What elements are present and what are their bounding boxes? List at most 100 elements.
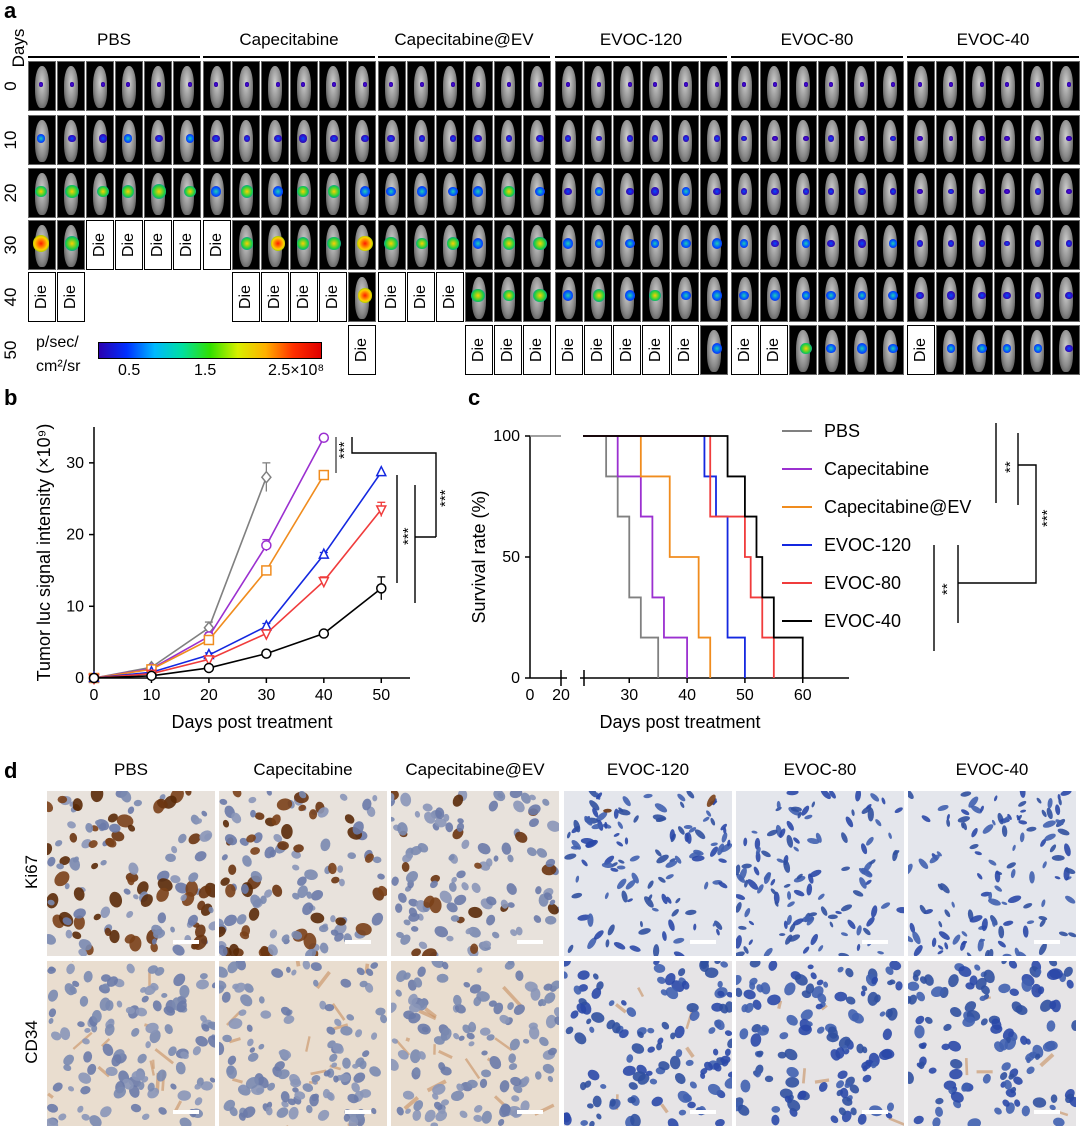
cell-nucleus <box>529 1026 540 1040</box>
cell-nucleus <box>306 891 313 899</box>
cell-nucleus <box>857 1113 867 1125</box>
cell-nucleus <box>347 1093 359 1104</box>
cell-nucleus <box>260 895 267 905</box>
scale-bar <box>1034 940 1060 944</box>
cell-nucleus <box>708 1027 716 1034</box>
cell-nucleus <box>979 995 987 1002</box>
die-box: Die <box>523 325 551 375</box>
ki67-stain-image <box>564 791 732 956</box>
mouse-image <box>86 115 114 165</box>
mouse-image <box>671 168 699 218</box>
cell-nucleus <box>962 1016 976 1027</box>
cell-nucleus <box>637 1031 644 1038</box>
cell-nucleus <box>653 964 666 973</box>
x-tick-label: 60 <box>794 687 812 704</box>
die-box: Die <box>232 272 260 322</box>
cell-nucleus <box>629 855 640 862</box>
cell-nucleus <box>785 934 793 945</box>
cell-nucleus <box>689 1081 697 1089</box>
die-label: Die <box>353 337 370 363</box>
cell-nucleus <box>422 803 433 812</box>
cell-nucleus <box>542 1063 555 1074</box>
cell-nucleus <box>413 1100 424 1111</box>
survival-line <box>583 435 712 678</box>
cell-nucleus <box>524 981 538 992</box>
cell-nucleus <box>145 1041 151 1049</box>
cell-nucleus <box>648 894 653 901</box>
cell-nucleus <box>951 901 955 908</box>
panel-a-day-label: 10 <box>1 130 20 150</box>
mouse-image <box>290 61 318 111</box>
die-box: Die <box>407 272 435 322</box>
mouse-image <box>1023 115 1051 165</box>
cell-nucleus <box>408 898 419 907</box>
ki67-stain-image <box>219 791 387 956</box>
cell-nucleus <box>188 833 201 845</box>
cell-nucleus <box>326 1026 336 1035</box>
scale-bar <box>173 940 199 944</box>
cell-nucleus <box>748 939 753 945</box>
cell-nucleus <box>786 791 799 796</box>
cell-nucleus <box>797 1090 807 1100</box>
cell-nucleus <box>224 914 237 927</box>
cell-nucleus <box>677 793 686 802</box>
y-tick-label: 100 <box>493 428 520 445</box>
scale-bar <box>1034 1110 1060 1114</box>
cell-nucleus <box>331 1062 338 1068</box>
cell-nucleus <box>1002 953 1012 956</box>
cell-nucleus <box>988 859 997 866</box>
cell-nucleus <box>286 966 291 973</box>
cell-nucleus <box>571 839 581 850</box>
cell-nucleus <box>774 900 779 907</box>
cell-nucleus <box>820 791 831 800</box>
mouse-image <box>348 61 376 111</box>
cell-nucleus <box>352 821 364 835</box>
cell-nucleus <box>684 832 689 842</box>
cell-nucleus <box>310 890 324 901</box>
cell-nucleus <box>355 922 372 936</box>
cell-nucleus <box>937 804 949 811</box>
mouse-image <box>494 115 522 165</box>
mouse-image <box>28 168 56 218</box>
cell-nucleus <box>982 1073 991 1084</box>
mouse-image <box>494 168 522 218</box>
mouse-image <box>936 115 964 165</box>
sig-label: *** <box>336 441 353 459</box>
cell-nucleus <box>852 890 864 897</box>
cell-nucleus <box>724 1030 732 1037</box>
cell-nucleus <box>806 1021 813 1027</box>
cell-nucleus <box>1000 1072 1008 1080</box>
die-label: Die <box>295 284 312 310</box>
panel-a-group-underline <box>731 56 903 58</box>
cell-nucleus <box>1019 791 1026 798</box>
cell-nucleus <box>250 809 256 818</box>
cell-nucleus <box>713 1062 722 1072</box>
cell-nucleus <box>339 793 348 801</box>
cell-nucleus <box>200 1081 213 1091</box>
cell-nucleus <box>242 855 252 867</box>
cell-nucleus <box>779 1032 789 1040</box>
cell-nucleus <box>65 929 73 939</box>
cell-nucleus <box>123 888 131 895</box>
mouse-image <box>1023 61 1051 111</box>
cell-nucleus <box>760 982 771 995</box>
cell-nucleus <box>573 819 581 833</box>
mouse-image <box>847 61 875 111</box>
cell-nucleus <box>700 961 709 969</box>
cell-nucleus <box>841 866 851 871</box>
cell-nucleus <box>1026 920 1035 924</box>
cell-nucleus <box>547 903 559 915</box>
cell-nucleus <box>601 862 614 869</box>
cell-nucleus <box>468 1041 475 1047</box>
cell-nucleus <box>305 948 317 956</box>
mouse-image <box>613 168 641 218</box>
panel-d-group-title: EVOC-40 <box>955 760 1029 779</box>
cell-nucleus <box>653 944 660 956</box>
cell-nucleus <box>510 1076 522 1086</box>
cell-nucleus <box>586 1103 594 1109</box>
cell-nucleus <box>736 894 746 900</box>
cell-nucleus <box>1069 1096 1076 1108</box>
mouse-image <box>642 272 670 322</box>
cell-nucleus <box>528 818 539 828</box>
cell-nucleus <box>829 791 836 799</box>
